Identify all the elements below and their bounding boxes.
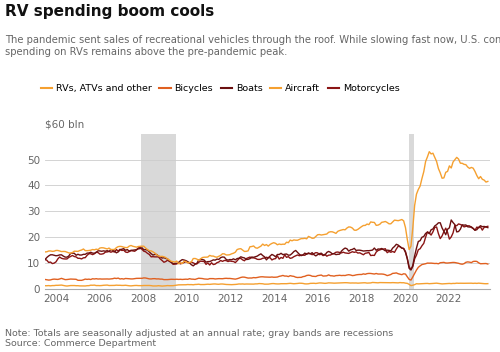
Text: $60 bln: $60 bln [45, 119, 84, 129]
Text: Note: Totals are seasonally adjusted at an annual rate; gray bands are recession: Note: Totals are seasonally adjusted at … [5, 329, 393, 348]
Bar [141, 134, 176, 289]
Bar [408, 134, 414, 289]
Legend: RVs, ATVs and other, Bicycles, Boats, Aircraft, Motorcycles: RVs, ATVs and other, Bicycles, Boats, Ai… [41, 84, 400, 93]
Text: RV spending boom cools: RV spending boom cools [5, 4, 214, 19]
Text: The pandemic sent sales of recreational vehicles through the roof. While slowing: The pandemic sent sales of recreational … [5, 35, 500, 57]
